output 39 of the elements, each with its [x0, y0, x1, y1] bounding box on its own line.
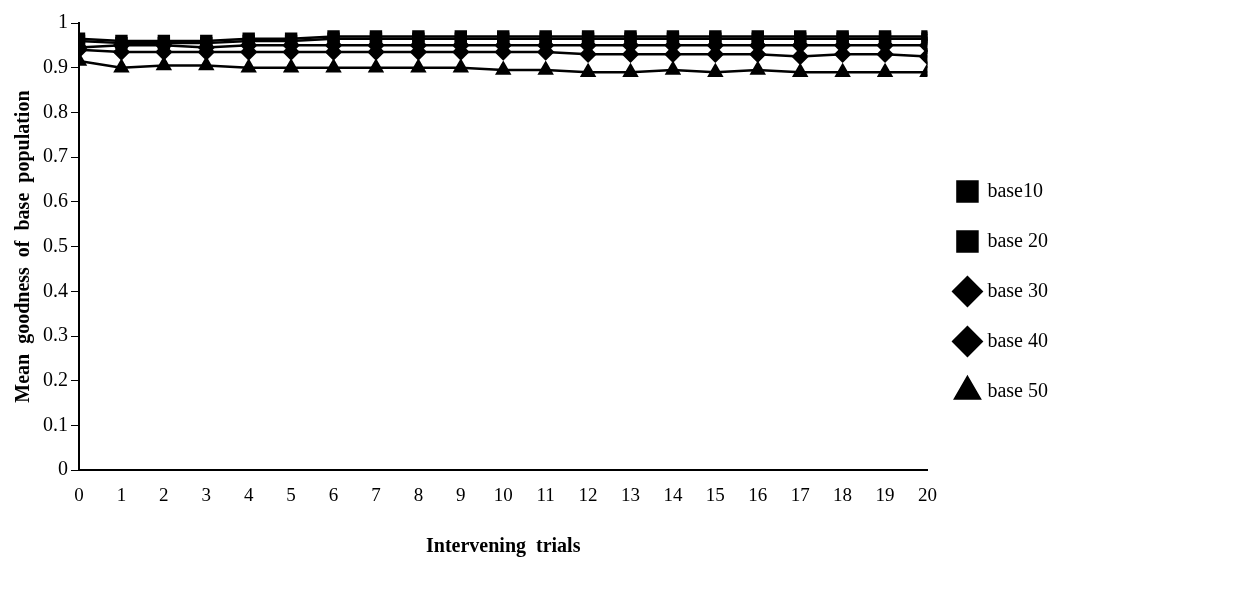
x-tick-label: 15 [705, 483, 725, 505]
x-tick-label: 5 [286, 483, 296, 505]
x-tick-label: 18 [833, 483, 853, 505]
x-tick-label: 0 [74, 483, 84, 505]
y-tick-label: 0 [58, 457, 68, 480]
y-tick-label: 0.8 [43, 99, 68, 122]
x-tick-label: 1 [116, 483, 127, 505]
legend-label: base 50 [987, 378, 1049, 401]
y-axis-title: Mean goodness of base population [11, 90, 35, 403]
legend-label: base 30 [987, 278, 1049, 301]
y-tick-label: 0.7 [43, 144, 68, 167]
x-tick-label: 2 [159, 483, 169, 505]
y-tick-label: 1 [58, 10, 68, 33]
x-tick-label: 3 [201, 483, 212, 505]
x-tick-label: 19 [875, 483, 895, 505]
x-tick-label: 10 [493, 483, 513, 505]
y-tick-label: 0.6 [43, 189, 68, 212]
x-tick-label: 14 [663, 483, 683, 505]
legend-label: base 40 [987, 328, 1049, 351]
y-tick-label: 0.4 [43, 278, 68, 301]
y-tick-label: 0.5 [43, 233, 68, 256]
y-tick-label: 0.2 [43, 368, 68, 391]
x-tick-label: 11 [536, 483, 555, 505]
legend-label: base10 [987, 178, 1044, 201]
y-tick-label: 0.3 [43, 323, 68, 346]
y-tick-label: 0.1 [43, 412, 68, 435]
y-tick-label: 0.9 [43, 54, 68, 77]
x-tick-label: 16 [748, 483, 768, 505]
x-tick-label: 9 [456, 483, 466, 505]
x-axis-title: Intervening trials [426, 534, 581, 558]
x-tick-label: 6 [328, 483, 339, 505]
x-tick-label: 8 [413, 483, 424, 505]
legend-label: base 20 [987, 228, 1049, 251]
x-tick-label: 4 [243, 483, 254, 505]
x-tick-label: 12 [578, 483, 598, 505]
x-tick-label: 7 [371, 483, 381, 505]
x-tick-label: 17 [790, 483, 810, 505]
x-tick-label: 20 [917, 483, 937, 505]
x-tick-label: 13 [621, 483, 640, 505]
